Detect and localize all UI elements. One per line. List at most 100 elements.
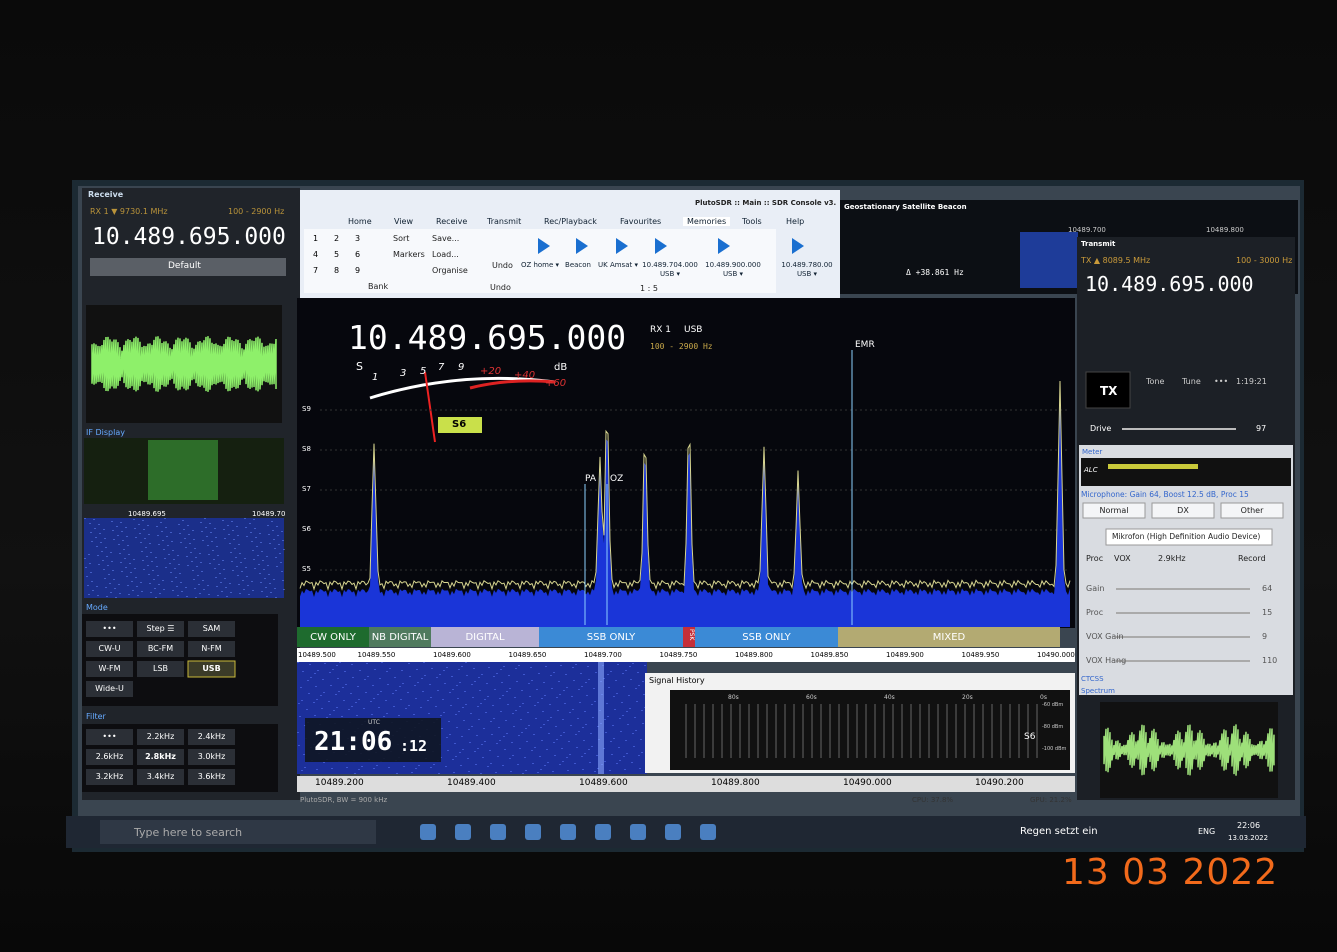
waterfall-speck — [471, 684, 473, 685]
mode-button[interactable]: SAM — [188, 624, 235, 633]
waterfall-speck — [298, 745, 300, 746]
ribbon-tab[interactable]: Receive — [436, 217, 467, 226]
waterfall-speck — [204, 518, 206, 519]
waterfall-speck — [316, 699, 318, 700]
tx-button[interactable]: TX — [1100, 384, 1117, 398]
tx-control[interactable]: ••• — [1214, 377, 1228, 386]
waterfall-speck — [619, 718, 621, 719]
mode-button[interactable]: LSB — [137, 664, 184, 673]
device-select[interactable]: Mikrofon (High Definition Audio Device) — [1112, 532, 1260, 541]
filter-button[interactable]: 3.0kHz — [188, 752, 235, 761]
mode-button[interactable]: N-FM — [188, 644, 235, 653]
filter-button[interactable]: 3.4kHz — [137, 772, 184, 781]
bank-key[interactable]: 3 — [355, 234, 360, 243]
ribbon-label[interactable]: Save... — [432, 234, 459, 243]
waterfall-speck — [446, 667, 448, 668]
level-label: S5 — [302, 565, 311, 573]
tx-control[interactable]: Tone — [1146, 377, 1164, 386]
tx-control[interactable]: Tune — [1182, 377, 1201, 386]
bank-key[interactable]: 9 — [355, 266, 360, 275]
waterfall-speck — [611, 754, 613, 755]
profile-button[interactable]: DX — [1152, 506, 1214, 515]
bank-key[interactable]: 2 — [334, 234, 339, 243]
filter-button[interactable]: ••• — [86, 732, 133, 741]
weather[interactable]: Regen setzt ein — [1020, 826, 1098, 837]
mode-button[interactable]: ••• — [86, 624, 133, 633]
waterfall-speck — [480, 773, 482, 774]
waterfall-speck — [267, 565, 269, 566]
audio-control[interactable]: 2.9kHz — [1158, 554, 1186, 563]
profile-button[interactable]: Other — [1221, 506, 1283, 515]
ribbon-tab[interactable]: Help — [786, 217, 804, 226]
waterfall-speck — [133, 519, 135, 520]
ribbon-label[interactable]: Undo — [490, 283, 511, 292]
bank-key[interactable]: 4 — [313, 250, 318, 259]
search-box[interactable]: Type here to search — [134, 826, 242, 839]
memory-button[interactable]: UK Amsat ▾ — [598, 261, 638, 270]
ribbon-tab[interactable]: Memories — [683, 217, 730, 226]
memory-button[interactable]: 10.489.780.00 USB ▾ — [774, 261, 840, 279]
waterfall-speck — [137, 595, 139, 596]
waterfall-speck — [201, 531, 203, 532]
waterfall-speck — [84, 518, 86, 519]
bank-key[interactable]: 5 — [334, 250, 339, 259]
memory-button[interactable]: Beacon — [558, 261, 598, 270]
meter-scale: +60 — [545, 378, 566, 389]
audio-control[interactable]: Proc — [1086, 554, 1103, 563]
ribbon-label[interactable]: Load... — [432, 250, 459, 259]
waterfall-speck — [128, 554, 130, 555]
audio-control[interactable]: Record — [1238, 554, 1266, 563]
mode-button[interactable]: Wide-U — [86, 684, 133, 693]
bank-key[interactable]: 8 — [334, 266, 339, 275]
ribbon-label[interactable]: Sort — [393, 234, 409, 243]
waterfall-speck — [566, 687, 568, 688]
memory-button[interactable]: 10.489.900.000 USB ▾ — [700, 261, 766, 279]
filter-button[interactable]: 3.2kHz — [86, 772, 133, 781]
waterfall-speck — [505, 720, 507, 721]
waterfall-speck — [310, 677, 312, 678]
ribbon-tab[interactable]: Home — [348, 217, 372, 226]
bank-key[interactable]: 7 — [313, 266, 318, 275]
waterfall-speck — [564, 703, 566, 704]
memory-button[interactable]: 10.489.704.000 USB ▾ — [637, 261, 703, 279]
waterfall-speck — [490, 763, 492, 764]
ribbon-tab[interactable]: Favourites — [620, 217, 661, 226]
ribbon-label[interactable]: Organise — [432, 266, 468, 275]
waterfall-speck — [537, 702, 539, 703]
mode-button[interactable]: W-FM — [86, 664, 133, 673]
ribbon-tab[interactable]: Tools — [742, 217, 762, 226]
bank-key[interactable]: 1 — [313, 234, 318, 243]
filter-button[interactable]: 3.6kHz — [188, 772, 235, 781]
ribbon-tab[interactable]: View — [394, 217, 413, 226]
ribbon-tab[interactable]: Rec/Playback — [544, 217, 597, 226]
waterfall-speck — [547, 720, 549, 721]
waterfall-speck — [218, 564, 220, 565]
ribbon-label[interactable]: Markers — [393, 250, 425, 259]
waterfall-speck — [626, 753, 628, 754]
bank-key[interactable]: 6 — [355, 250, 360, 259]
meter-scale: 3 — [400, 368, 406, 379]
filter-button[interactable]: 2.4kHz — [188, 732, 235, 741]
mode-button[interactable]: CW-U — [86, 644, 133, 653]
filter-button[interactable]: 2.8kHz — [137, 752, 184, 761]
filter-button[interactable]: 2.6kHz — [86, 752, 133, 761]
profile-button[interactable]: Normal — [1083, 506, 1145, 515]
ribbon-label[interactable]: Bank — [368, 282, 388, 291]
band-label: DIGITAL — [431, 632, 539, 643]
ribbon-tab[interactable]: Transmit — [487, 217, 521, 226]
mode-button[interactable]: Step ☰ — [137, 624, 184, 633]
waterfall-speck — [92, 590, 94, 591]
ribbon-label[interactable]: 1 : 5 — [640, 284, 658, 293]
tx-control[interactable]: 1:19:21 — [1236, 377, 1267, 386]
filter-button[interactable]: 2.2kHz — [137, 732, 184, 741]
preset[interactable]: Default — [168, 261, 201, 271]
waterfall-speck — [523, 674, 525, 675]
waterfall-speck — [89, 563, 91, 564]
audio-control[interactable]: VOX — [1114, 554, 1131, 563]
waterfall-speck — [105, 547, 107, 548]
memory-button[interactable]: OZ home ▾ — [520, 261, 560, 270]
waterfall-speck — [392, 693, 394, 694]
mode-button[interactable]: BC-FM — [137, 644, 184, 653]
ribbon-label[interactable]: Undo — [492, 261, 513, 270]
mode-button[interactable]: USB — [188, 664, 235, 673]
